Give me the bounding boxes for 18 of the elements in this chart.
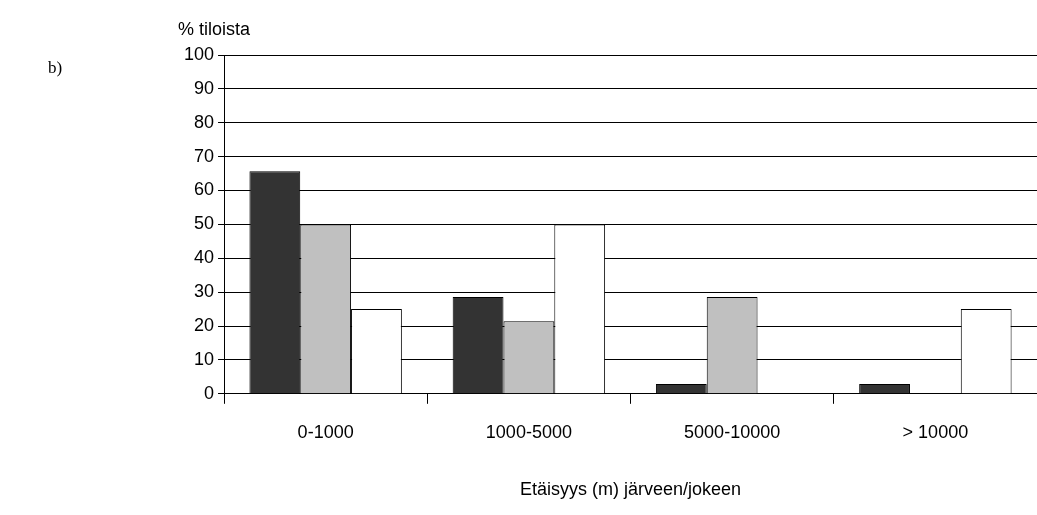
y-tick-label: 70 [194, 145, 215, 166]
y-tick-label: 20 [194, 315, 215, 336]
x-tick-label: 0-1000 [297, 421, 354, 442]
y-tick-label: 50 [194, 213, 215, 234]
y-tick-label: 100 [183, 43, 215, 64]
x-axis-title: Etäisyys (m) järveen/jokeen [519, 479, 742, 500]
y-tick-label: 0 [204, 382, 215, 403]
y-tick-label: 30 [194, 281, 215, 302]
y-tick-label: 80 [194, 111, 215, 132]
y-tick-label: 60 [194, 179, 215, 200]
y-tick-label: 10 [194, 348, 215, 369]
y-axis-title: % tiloista [178, 18, 252, 39]
x-tick-label: 5000-10000 [684, 421, 781, 442]
text: b) [48, 58, 63, 78]
y-tick-label: 90 [194, 77, 215, 98]
x-tick-label: 1000-5000 [485, 421, 572, 442]
x-tick-label: > 10000 [902, 421, 969, 442]
y-tick-label: 40 [194, 247, 215, 268]
